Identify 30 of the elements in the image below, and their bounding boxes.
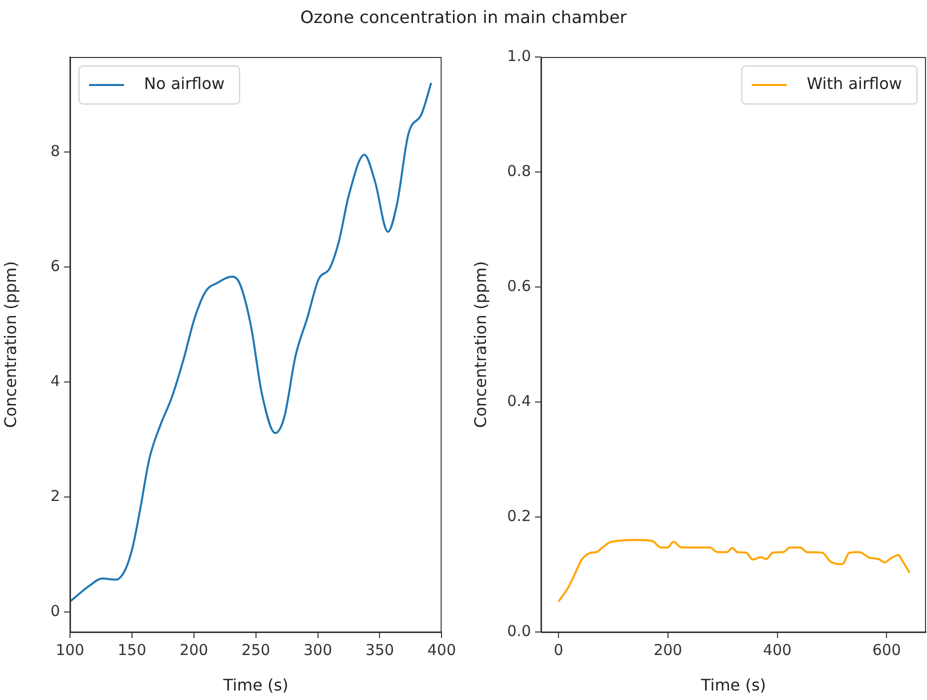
line-series bbox=[558, 539, 911, 603]
y-tick-label: 6 bbox=[50, 256, 60, 275]
legend-label: No airflow bbox=[144, 74, 225, 94]
y-tick-label: 0.8 bbox=[507, 162, 531, 180]
y-axis-title: Concentration (ppm) bbox=[0, 261, 20, 428]
chart-title: Ozone concentration in main chamber bbox=[299, 8, 628, 28]
y-tick-label: 4 bbox=[50, 372, 60, 390]
x-tick-label: 400 bbox=[427, 640, 456, 659]
y-tick-label: 2 bbox=[50, 486, 60, 505]
x-tick-label: 400 bbox=[762, 640, 792, 659]
x-axis-title: Time (s) bbox=[222, 676, 288, 695]
x-tick-label: 100 bbox=[56, 640, 84, 659]
y-tick-label: 0.0 bbox=[507, 622, 531, 640]
x-tick-label: 200 bbox=[654, 640, 682, 659]
x-tick-label: 150 bbox=[118, 640, 146, 659]
legend-label: With airflow bbox=[806, 74, 902, 94]
y-tick-label: 0.4 bbox=[507, 392, 531, 410]
x-tick-label: 600 bbox=[872, 640, 901, 659]
y-tick-label: 0.6 bbox=[507, 276, 531, 295]
y-tick-label: 0 bbox=[50, 602, 60, 620]
y-tick-label: 0.2 bbox=[507, 506, 531, 525]
y-axis-title: Concentration (ppm) bbox=[470, 261, 490, 428]
x-tick-label: 200 bbox=[180, 640, 208, 659]
x-tick-label: 300 bbox=[303, 640, 332, 659]
x-axis-title: Time (s) bbox=[700, 676, 766, 695]
y-tick-label: 1.0 bbox=[507, 46, 531, 65]
y-tick-label: 8 bbox=[50, 142, 60, 160]
x-tick-label: 250 bbox=[242, 640, 270, 659]
x-tick-label: 350 bbox=[365, 640, 394, 659]
x-tick-label: 0 bbox=[554, 640, 564, 659]
